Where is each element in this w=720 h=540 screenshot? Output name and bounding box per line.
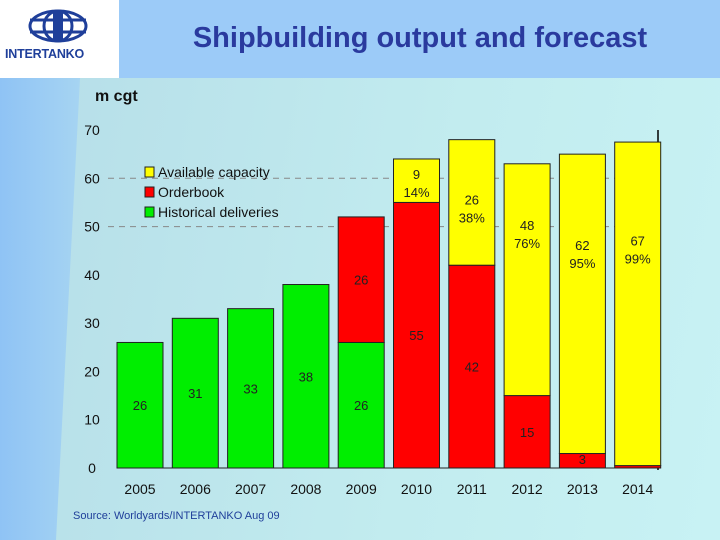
x-tick-label: 2007 [235, 481, 266, 497]
x-tick-label: 2014 [622, 481, 653, 497]
x-tick-label: 2011 [457, 481, 487, 497]
bar-segment [614, 141, 662, 467]
bar-segment [558, 153, 606, 455]
y-tick-label: 20 [84, 363, 100, 379]
y-axis-unit: m cgt [95, 88, 138, 105]
segment-value-label: 9 [413, 167, 420, 182]
segment-value-label: 62 [575, 238, 589, 253]
y-tick-label: 10 [84, 412, 100, 428]
legend-label: Available capacity [158, 164, 270, 180]
legend-label: Orderbook [158, 184, 225, 200]
legend-label: Historical deliveries [158, 204, 279, 220]
bar-segment [227, 308, 275, 469]
logo: INTERTANKO [0, 0, 119, 78]
x-tick-label: 2010 [401, 481, 432, 497]
segment-value-label: 15 [520, 425, 534, 440]
bar-segment [171, 317, 219, 469]
segment-value-label: 3 [579, 452, 586, 467]
y-tick-label: 60 [84, 170, 100, 186]
x-tick-label: 2008 [290, 481, 321, 497]
legend-swatch [144, 206, 155, 218]
y-tick-label: 0 [88, 460, 96, 476]
x-tick-label: 2006 [180, 481, 211, 497]
bar-segment [393, 158, 440, 203]
segment-value-label: 42 [465, 360, 479, 375]
bar-segment [337, 216, 385, 343]
x-tick-label: 2012 [512, 481, 543, 497]
bar-segment [282, 284, 330, 469]
header-band [0, 0, 720, 78]
legend-swatch [144, 186, 155, 198]
segment-percent-label: 95% [569, 256, 595, 271]
globe-logo-icon [28, 9, 88, 43]
segment-percent-label: 76% [514, 236, 540, 251]
x-tick-label: 2013 [567, 481, 598, 497]
bar-segment [337, 341, 385, 469]
bar-segment [393, 201, 440, 469]
bar-segment [448, 139, 496, 266]
legend-swatch [144, 166, 155, 178]
segment-percent-label: 38% [459, 210, 485, 225]
segment-value-label: 67 [630, 234, 644, 249]
bar-segment [448, 264, 496, 469]
segment-value-label: 26 [465, 192, 479, 207]
source-note: Source: Worldyards/INTERTANKO Aug 09 [73, 510, 280, 522]
segment-percent-label: 14% [403, 185, 429, 200]
segment-value-label: 38 [299, 369, 313, 384]
bar-segment [503, 163, 551, 397]
x-tick-label: 2009 [346, 481, 377, 497]
y-tick-label: 70 [84, 122, 100, 138]
segment-value-label: 48 [520, 218, 534, 233]
segment-value-label: 26 [354, 398, 368, 413]
segment-value-label: 26 [133, 398, 147, 413]
bar-segment [116, 341, 164, 469]
y-tick-label: 30 [84, 315, 100, 331]
segment-value-label: 33 [243, 381, 257, 396]
segment-value-label: 31 [188, 386, 202, 401]
segment-value-label: 55 [409, 328, 423, 343]
logo-text: INTERTANKO [5, 47, 85, 61]
page-title: Shipbuilding output and forecast [192, 22, 648, 54]
y-tick-label: 50 [84, 219, 100, 235]
y-tick-label: 40 [84, 267, 100, 283]
x-tick-label: 2005 [124, 481, 155, 497]
segment-value-label: 26 [354, 273, 368, 288]
segment-percent-label: 99% [625, 252, 651, 267]
